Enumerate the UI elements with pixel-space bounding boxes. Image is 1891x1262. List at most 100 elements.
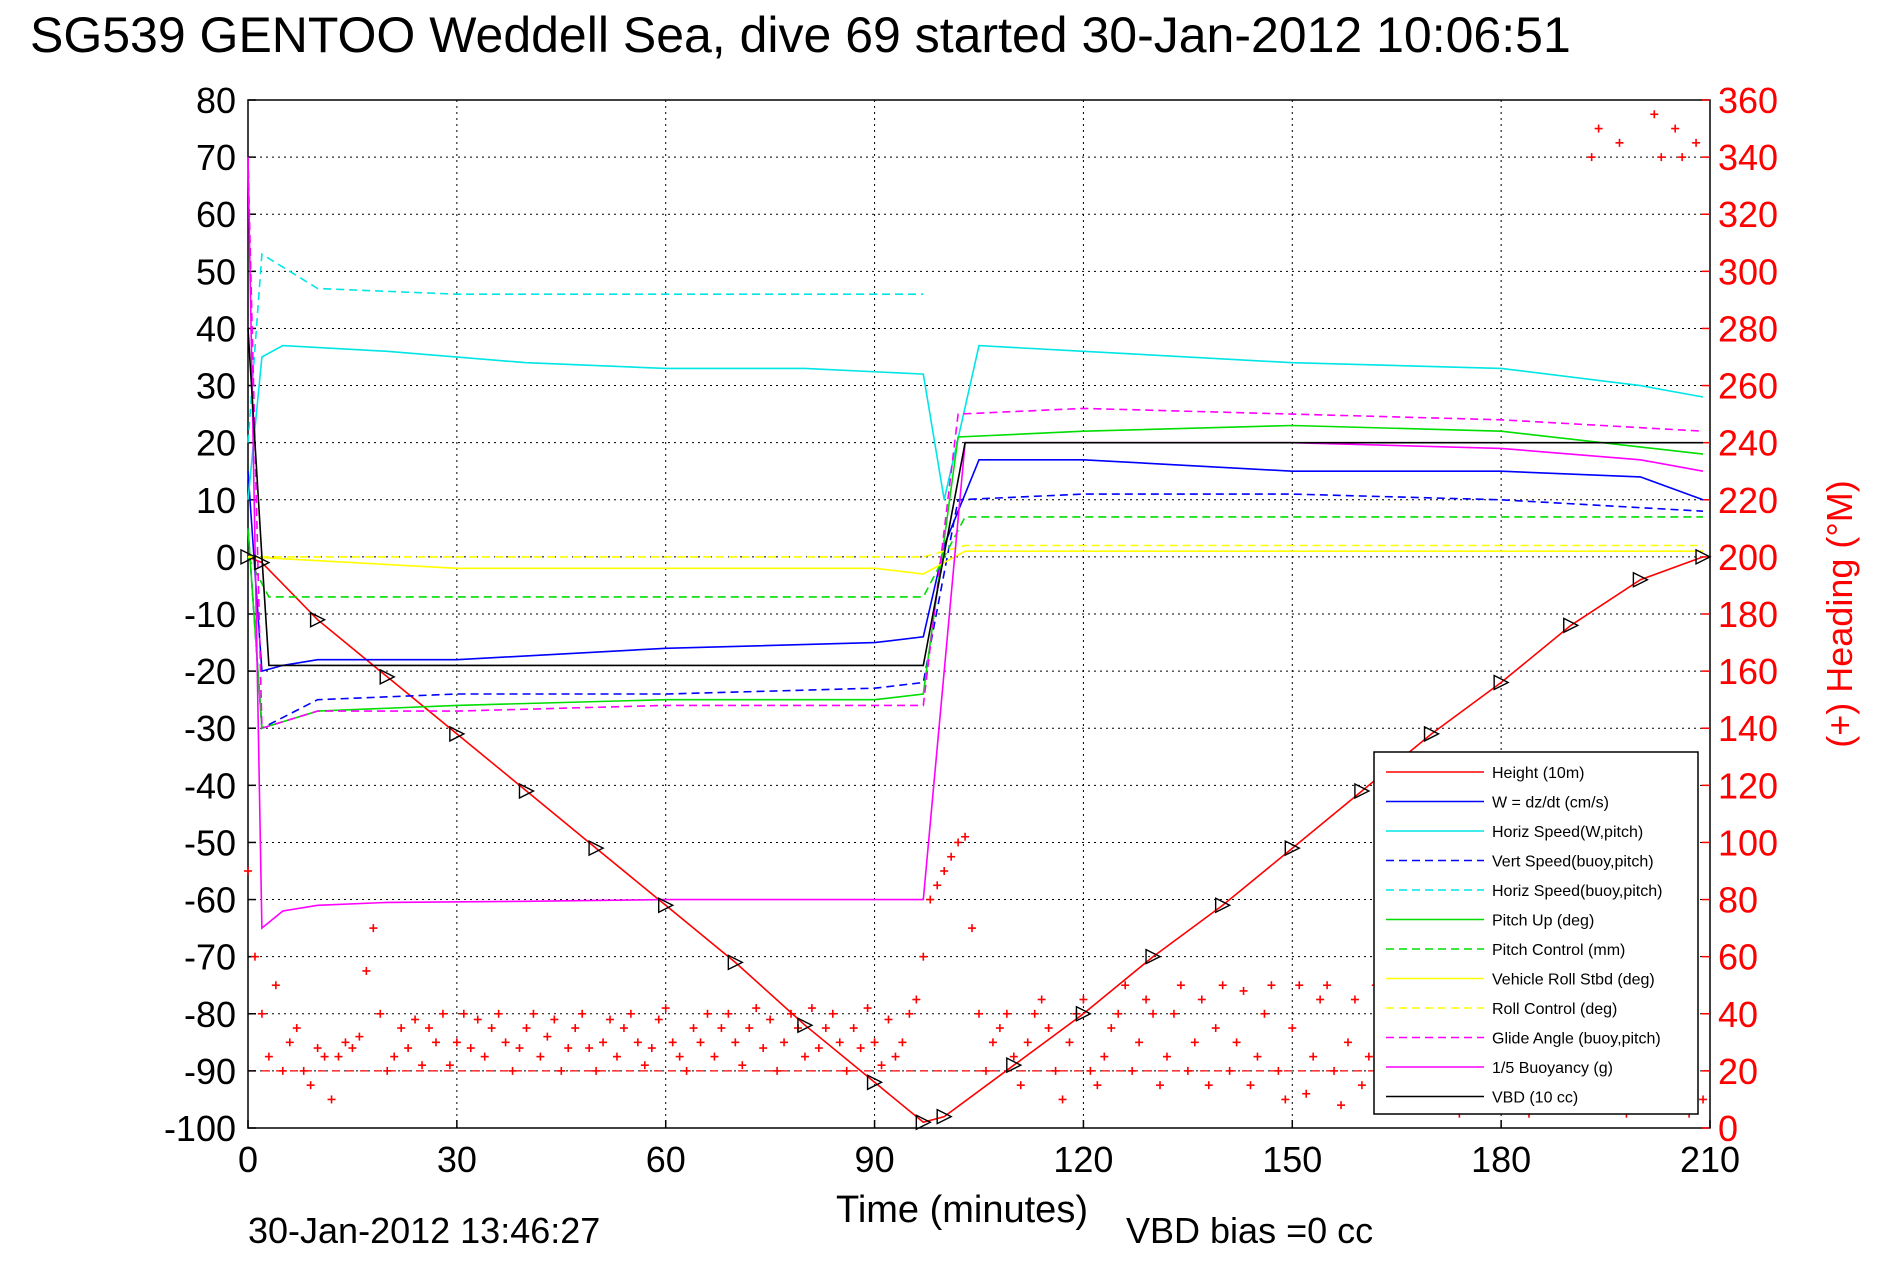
- height-marker: [309, 611, 327, 628]
- heading-point: [1218, 981, 1227, 990]
- y-tick-label: 20: [196, 423, 236, 464]
- legend-item: Horiz Speed(W,pitch): [1386, 824, 1643, 841]
- legend-item: Glide Angle (buoy,pitch): [1386, 1031, 1661, 1048]
- heading-point: [919, 952, 928, 961]
- heading-point: [1100, 1052, 1109, 1061]
- heading-point: [745, 1024, 754, 1033]
- heading-point: [863, 1004, 872, 1013]
- heading-point: [995, 1024, 1004, 1033]
- series-line-10: [247, 157, 1704, 930]
- height-marker: [379, 668, 396, 685]
- heading-point: [487, 1024, 496, 1033]
- series-line-9: [247, 157, 1704, 730]
- height-marker: [1354, 782, 1371, 800]
- y-right-tick-label: 300: [1718, 251, 1778, 292]
- heading-point: [431, 1038, 440, 1047]
- legend-label: Horiz Speed(buoy,pitch): [1492, 883, 1662, 900]
- height-triangle-markers: [240, 548, 1712, 1131]
- y-right-tick-label: 140: [1718, 708, 1778, 749]
- legend-label: 1/5 Buoyancy (g): [1492, 1060, 1613, 1077]
- heading-point: [1030, 1009, 1039, 1018]
- heading-point: [988, 1038, 997, 1047]
- heading-point: [264, 1052, 273, 1061]
- series-line-5: [247, 424, 1704, 730]
- y-tick-label: -50: [184, 822, 236, 863]
- heading-point: [954, 838, 963, 847]
- y-right-tick-label: 40: [1718, 994, 1758, 1035]
- height-marker: [240, 548, 257, 566]
- heading-point: [578, 1009, 587, 1018]
- heading-point: [404, 1044, 413, 1053]
- height-marker: [518, 782, 536, 800]
- heading-point: [362, 966, 371, 975]
- y-right-tick-label: 20: [1718, 1051, 1758, 1092]
- height-marker: [1493, 674, 1510, 691]
- y-tick-label: -30: [184, 708, 236, 749]
- heading-point: [717, 1024, 726, 1033]
- heading-point: [1357, 1081, 1366, 1090]
- heading-point: [1065, 1038, 1074, 1047]
- heading-point: [689, 1024, 698, 1033]
- legend-item: Pitch Control (mm): [1386, 942, 1625, 959]
- legend-label: Vehicle Roll Stbd (deg): [1492, 972, 1655, 989]
- x-tick-label: 30: [437, 1139, 477, 1180]
- chart-title: SG539 GENTOO Weddell Sea, dive 69 starte…: [30, 7, 1571, 63]
- heading-point: [369, 924, 378, 933]
- heading-point: [1671, 124, 1680, 133]
- heading-point: [1253, 1052, 1262, 1061]
- heading-point: [1337, 1101, 1346, 1110]
- heading-point: [842, 1066, 851, 1075]
- heading-point: [975, 1009, 983, 1018]
- heading-point: [1156, 1081, 1165, 1090]
- heading-point: [1615, 138, 1624, 147]
- heading-point: [891, 1052, 900, 1061]
- y-tick-label: -70: [184, 937, 236, 978]
- heading-point: [1142, 995, 1151, 1004]
- heading-point: [696, 1038, 705, 1047]
- legend-label: W = dz/dt (cm/s): [1492, 795, 1609, 812]
- height-marker: [1284, 840, 1301, 857]
- x-axis-ticks: 0 30 60 90 120 150 180 210: [238, 1120, 1740, 1180]
- heading-point: [1086, 1066, 1095, 1075]
- y-tick-label: -40: [184, 765, 236, 806]
- heading-point: [1302, 1089, 1311, 1098]
- heading-point: [557, 1066, 566, 1075]
- heading-point: [787, 1009, 796, 1018]
- y-tick-label: 40: [196, 308, 236, 349]
- heading-point: [390, 1052, 399, 1061]
- heading-point: [1002, 1009, 1011, 1018]
- x-tick-label: 60: [646, 1139, 686, 1180]
- heading-point: [271, 981, 280, 990]
- y-axis-left-ticks: 80 70 60 50 40 30 20 10 0 -10 -20 -30 -40 -50 -60 -70 -8…: [164, 80, 256, 1149]
- heading-point: [814, 1044, 823, 1053]
- heading-point: [821, 1024, 830, 1033]
- y-axis-right-label: (+) Heading (°M): [1819, 480, 1860, 747]
- heading-point: [334, 1052, 343, 1061]
- x-tick-label: 0: [238, 1139, 258, 1180]
- height-marker: [1632, 571, 1649, 588]
- series-line-2: [247, 344, 1704, 500]
- legend-label: Pitch Control (mm): [1492, 942, 1625, 959]
- heading-point: [1044, 1024, 1053, 1033]
- heading-point: [933, 881, 942, 890]
- heading-point: [285, 1038, 294, 1047]
- heading-point: [675, 1052, 684, 1061]
- height-marker: [1563, 617, 1580, 634]
- heading-point: [828, 1009, 837, 1018]
- heading-point: [515, 1044, 524, 1053]
- heading-point: [473, 1015, 482, 1024]
- legend-item: 1/5 Buoyancy (g): [1386, 1060, 1613, 1077]
- legend-label: VBD (10 cc): [1492, 1090, 1578, 1107]
- heading-point: [536, 1052, 545, 1061]
- series-line-11: [247, 328, 1703, 667]
- y-right-tick-label: 220: [1718, 480, 1778, 521]
- heading-point: [898, 1038, 907, 1047]
- y-right-tick-label: 120: [1718, 765, 1778, 806]
- heading-point: [703, 1009, 712, 1018]
- y-tick-label: 50: [196, 251, 236, 292]
- heading-point: [835, 1038, 844, 1047]
- heading-point: [1260, 1009, 1269, 1018]
- heading-point: [1343, 1038, 1352, 1047]
- y-tick-label: -10: [184, 594, 236, 635]
